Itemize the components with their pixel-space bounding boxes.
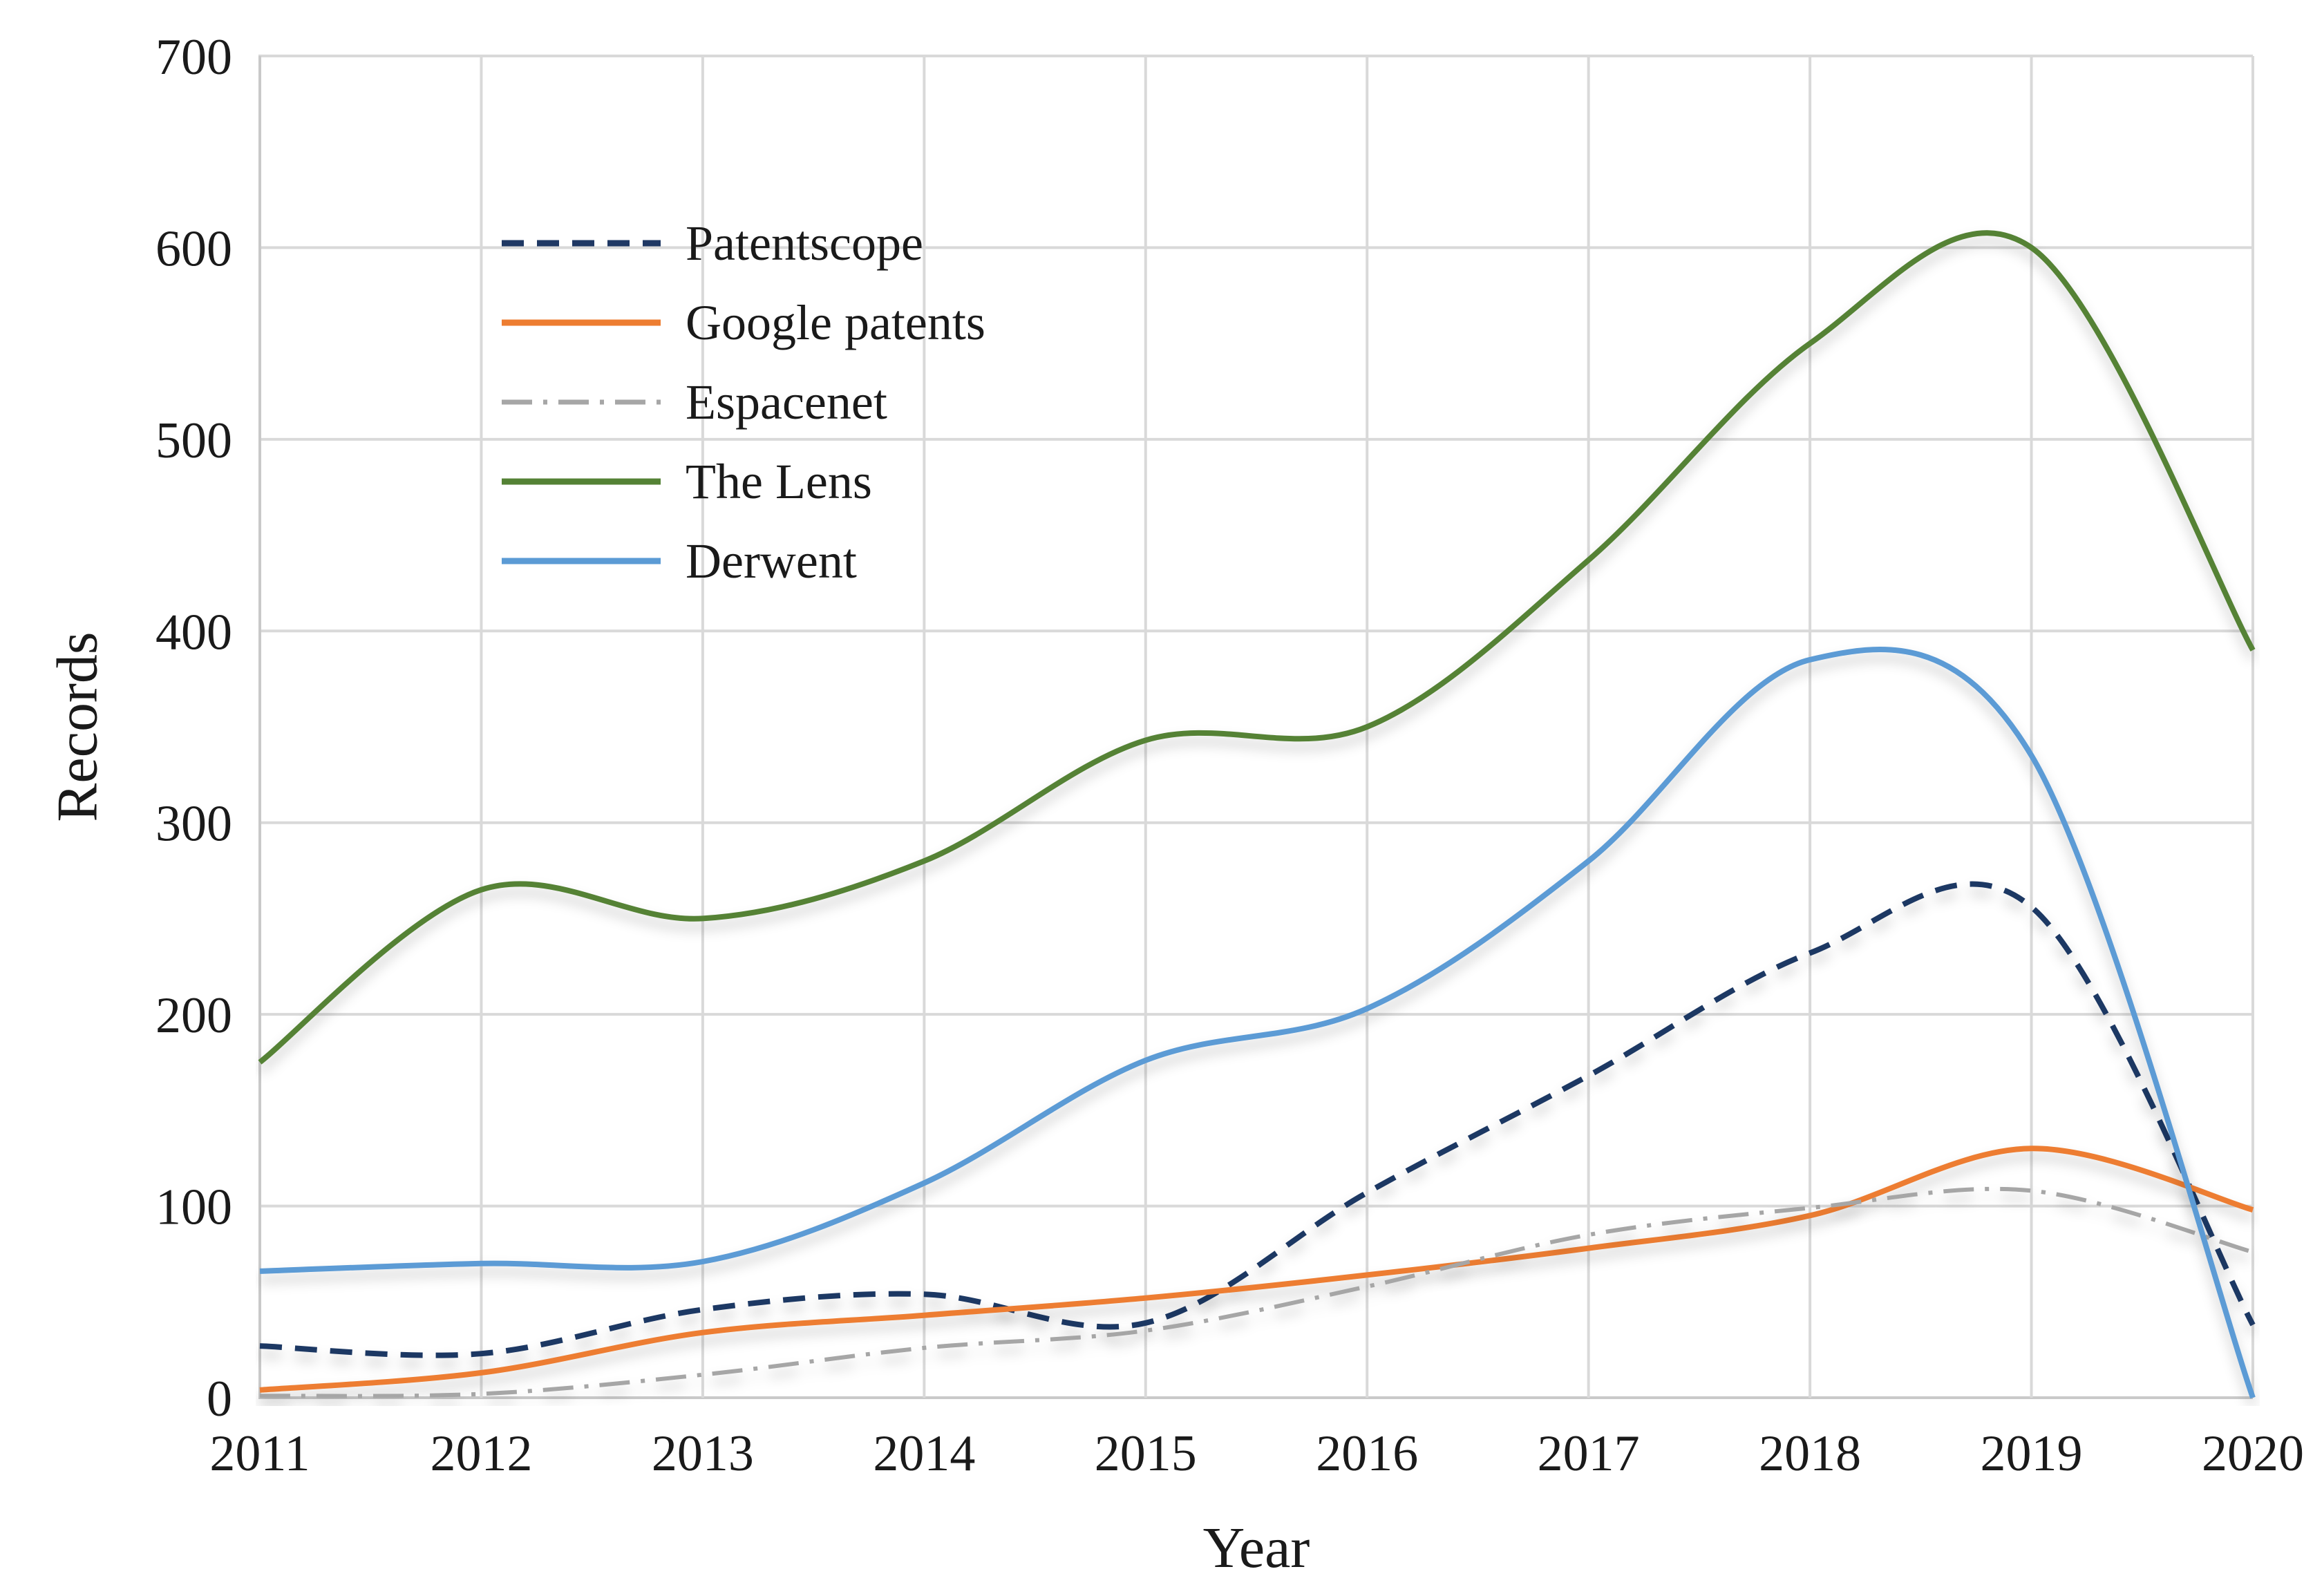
legend-item-google-patents: Google patents	[502, 295, 985, 350]
x-tick-label: 2018	[1759, 1425, 1861, 1482]
y-tick-label: 300	[155, 796, 232, 853]
x-tick-label: 2011	[209, 1425, 310, 1482]
y-tick-label: 700	[155, 29, 232, 86]
y-tick-label: 400	[155, 604, 232, 661]
series-line-patentscope	[259, 881, 2256, 1358]
legend-label-patentscope: Patentscope	[686, 216, 923, 271]
series-line-the-lens	[258, 230, 2256, 1065]
legend-label-derwent: Derwent	[686, 533, 857, 589]
legend-label-espacenet: Espacenet	[686, 374, 887, 430]
y-axis-tick-labels: 0 100 200 300 400 500 600 700	[155, 29, 232, 1427]
x-tick-label: 2020	[2202, 1425, 2304, 1482]
y-tick-label: 600	[155, 220, 232, 277]
legend: Patentscope Google patents Espacenet The Le…	[502, 216, 985, 589]
series-line-derwent	[259, 647, 2256, 1399]
series-line-google-patents	[259, 1146, 2254, 1393]
legend-item-derwent: Derwent	[502, 533, 857, 589]
legend-item-the-lens: The Lens	[502, 454, 872, 509]
y-tick-label: 100	[155, 1179, 232, 1236]
x-tick-label: 2017	[1538, 1425, 1640, 1482]
x-tick-label: 2015	[1095, 1425, 1197, 1482]
y-tick-label: 500	[155, 412, 232, 469]
gridlines	[258, 55, 2254, 1399]
x-tick-label: 2014	[873, 1425, 975, 1482]
y-tick-label: 0	[207, 1371, 232, 1427]
x-tick-label: 2016	[1316, 1425, 1418, 1482]
x-tick-label: 2013	[652, 1425, 754, 1482]
x-tick-label: 2012	[430, 1425, 532, 1482]
x-tick-label: 2019	[1981, 1425, 2083, 1482]
series-line-espacenet	[259, 1186, 2254, 1398]
legend-item-espacenet: Espacenet	[502, 374, 887, 430]
y-tick-label: 200	[155, 987, 232, 1044]
x-axis-title: Year	[1202, 1516, 1310, 1580]
legend-item-patentscope: Patentscope	[502, 216, 923, 271]
y-axis-title: Records	[45, 631, 110, 822]
legend-label-the-lens: The Lens	[686, 454, 872, 509]
series-lines	[258, 230, 2256, 1399]
x-axis-tick-labels: 2011 2012 2013 2014 2015 2016 2017 2018 2019 2020	[209, 1425, 2304, 1482]
legend-label-google-patents: Google patents	[686, 295, 985, 350]
